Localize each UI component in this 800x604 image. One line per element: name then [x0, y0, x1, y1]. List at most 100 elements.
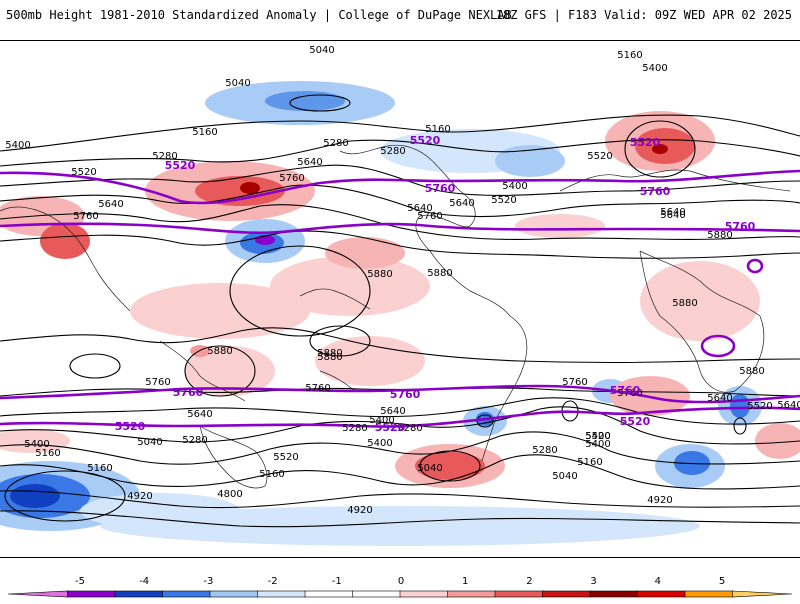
height-contour-label: 5400 [369, 415, 394, 426]
height-contour-label: 5520 [585, 431, 610, 442]
height-contour-label: 5160 [35, 448, 60, 459]
height-contour-label: 5640 [660, 210, 685, 221]
colorbar-swatch [352, 590, 401, 598]
height-contour-label: 5400 [5, 140, 30, 151]
colorbar-tick-label: 0 [398, 576, 404, 587]
height-contour-label: 5880 [427, 268, 452, 279]
height-contour-label: 5160 [577, 457, 602, 468]
height-contour-label: 5280 [532, 445, 557, 456]
height-contour-label: 5400 [24, 439, 49, 450]
highlight-contour-label: 5520 [620, 415, 651, 428]
height-contour-label: 5160 [425, 124, 450, 135]
highlight-contour-label: 5760 [390, 388, 421, 401]
height-contour-label: 5400 [367, 438, 392, 449]
height-contour-label: 5280 [323, 138, 348, 149]
height-contour-label: 5880 [707, 230, 732, 241]
height-contour-label: 5640 [380, 406, 405, 417]
highlight-contour-label: 5520 [410, 134, 441, 147]
highlight-contour-label: 5760 [725, 220, 756, 233]
height-contour-label: 5640 [98, 199, 123, 210]
colorbar-swatch [209, 590, 259, 598]
highlight-contour-label: 5520 [375, 421, 406, 434]
height-contour-label: 5280 [380, 146, 405, 157]
height-contour-label: 5760 [617, 388, 642, 399]
colorbar-tick-label: -2 [268, 576, 278, 587]
positive-anomaly-shading [0, 111, 800, 488]
height-contour-label: 5040 [417, 463, 442, 474]
height-contour-label: 5640 [660, 207, 685, 218]
colorbar-swatch [304, 590, 354, 598]
height-contour-label: 5520 [747, 401, 772, 412]
height-contour-label: 5640 [449, 198, 474, 209]
colorbar-tick-label: 4 [655, 576, 661, 587]
colorbar-tick-label: -1 [332, 576, 342, 587]
colorbar-swatch [7, 590, 68, 598]
highlight-contour-label: 5760 [173, 386, 204, 399]
colorbar-swatch [684, 590, 734, 598]
height-contour-label: 5760 [562, 377, 587, 388]
height-contour-label: 5520 [491, 195, 516, 206]
height-contour-label: 5760 [305, 383, 330, 394]
height-contour-label: 4800 [217, 489, 242, 500]
colorbar-swatch [637, 590, 686, 598]
height-contour-label: 5760 [417, 211, 442, 222]
height-contour-label: 5640 [707, 393, 732, 404]
highlight-contours [0, 169, 800, 428]
height-contour-label: 5040 [137, 437, 162, 448]
height-contour-label: 5760 [145, 377, 170, 388]
height-contour-label: 5280 [342, 423, 367, 434]
anomaly-map: 5040 5040 5160 5160 5160 5400 5400 5280 5280 5280… [0, 40, 800, 558]
colorbar: -5 -4 -3 -2 -1 0 1 2 3 4 5 [0, 565, 800, 600]
highlight-contour-label: 5520 [165, 159, 196, 172]
height-contour-label: 5520 [71, 167, 96, 178]
colorbar-swatch [162, 590, 211, 598]
colorbar-swatch [67, 590, 116, 598]
height-contour-label: 5280 [182, 435, 207, 446]
height-contour-label: 5640 [297, 157, 322, 168]
colorbar-swatch [542, 590, 591, 598]
height-contour-label: 5640 [777, 400, 800, 411]
height-contour-label: 4920 [647, 495, 672, 506]
height-contour-label: 5160 [87, 463, 112, 474]
height-contour-label: 5880 [739, 366, 764, 377]
colorbar-tick-label: 5 [719, 576, 725, 587]
colorbar-tick-label: 1 [462, 576, 468, 587]
negative-anomaly-shading [0, 81, 762, 546]
colorbar-swatch [399, 590, 449, 598]
highlight-contour-label: 5520 [630, 136, 661, 149]
height-contour-label: 5880 [367, 269, 392, 280]
colorbar-swatch [257, 590, 306, 598]
height-contour-label: 5040 [552, 471, 577, 482]
highlight-contour-label: 5760 [610, 384, 641, 397]
height-contour-label: 4920 [127, 491, 152, 502]
height-contour-label: 5040 [225, 78, 250, 89]
height-contour-label: 5160 [259, 469, 284, 480]
colorbar-swatch [447, 590, 496, 598]
height-contour-label: 5400 [502, 181, 527, 192]
height-contour-label: 5880 [672, 298, 697, 309]
height-contour-label: 5520 [273, 452, 298, 463]
colorbar-tick-label: 2 [526, 576, 532, 587]
map-title: 500mb Height 1981-2010 Standardized Anom… [6, 8, 512, 22]
height-contour-label: 4920 [347, 505, 372, 516]
colorbar-tick-label: -3 [203, 576, 213, 587]
height-contour-label: 5880 [317, 352, 342, 363]
colorbar-swatch [732, 590, 793, 598]
height-contour-label: 5160 [617, 50, 642, 61]
height-contour-label: 5760 [279, 173, 304, 184]
height-contour-label: 5640 [187, 409, 212, 420]
height-contour-label: 5520 [587, 151, 612, 162]
height-contour-label: 5160 [192, 127, 217, 138]
colorbar-tick-label: -4 [139, 576, 149, 587]
height-contour-label: 5040 [309, 45, 334, 56]
height-contour-label: 5280 [397, 423, 422, 434]
height-contour-label: 5640 [407, 203, 432, 214]
highlight-contour-label: 5520 [115, 420, 146, 433]
header-bar: 500mb Height 1981-2010 Standardized Anom… [0, 0, 800, 36]
colorbar-swatch [589, 590, 639, 598]
height-contour-label: 5760 [73, 211, 98, 222]
highlight-contour-label: 5760 [425, 182, 456, 195]
colorbar-swatch [494, 590, 544, 598]
height-contour-label: 5880 [207, 346, 232, 357]
